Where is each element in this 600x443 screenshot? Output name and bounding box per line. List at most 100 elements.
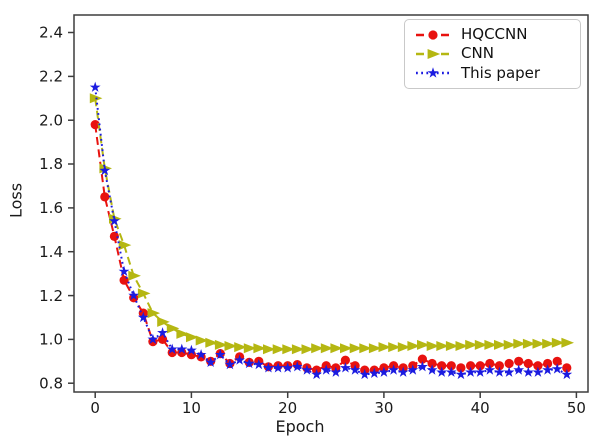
- circle-marker-icon: [543, 358, 553, 369]
- triangle-right-marker-icon: [484, 339, 497, 350]
- star-marker-icon: [291, 361, 303, 372]
- circle-marker-icon: [562, 363, 572, 373]
- x-tick-label: 40: [471, 399, 490, 417]
- triangle-right-marker-icon: [272, 344, 286, 355]
- star-marker-icon: [551, 363, 563, 374]
- y-tick-label: 1.8: [39, 155, 63, 173]
- star-marker-icon: [427, 67, 439, 78]
- star-marker-icon: [176, 343, 188, 354]
- triangle-right-marker-icon: [561, 337, 574, 348]
- star-marker-icon: [147, 333, 159, 344]
- triangle-right-marker-icon: [195, 335, 209, 346]
- star-marker-icon: [532, 366, 544, 377]
- circle-marker-icon: [427, 358, 437, 369]
- legend-item-this-paper: This paper: [414, 63, 572, 82]
- triangle-right-marker-icon: [186, 332, 199, 343]
- triangle-right-marker-icon: [551, 337, 565, 348]
- x-tick-label: 10: [182, 399, 201, 417]
- triangle-right-marker-icon: [436, 341, 449, 351]
- star-marker-icon: [282, 362, 294, 373]
- triangle-right-marker-icon: [301, 344, 315, 355]
- circle-marker-icon: [437, 361, 447, 371]
- circle-marker-icon: [109, 231, 119, 241]
- star-marker-icon: [397, 366, 409, 377]
- star-marker-icon: [272, 362, 284, 373]
- star-marker-icon: [368, 367, 380, 378]
- legend-sample-this-paper: [416, 67, 450, 78]
- triangle-right-marker-icon: [455, 341, 469, 351]
- series-hqccnn: [90, 120, 572, 375]
- triangle-right-marker-icon: [494, 339, 507, 350]
- circle-marker-icon: [514, 356, 524, 366]
- triangle-right-marker-icon: [378, 342, 392, 353]
- x-tick-label: 20: [278, 399, 297, 417]
- star-marker-icon: [513, 364, 525, 375]
- star-marker-icon: [561, 368, 573, 380]
- star-marker-icon: [109, 215, 120, 226]
- star-marker-icon: [137, 311, 149, 323]
- triangle-right-marker-icon: [407, 341, 420, 351]
- star-marker-icon: [301, 364, 313, 375]
- x-tick-label: 0: [90, 399, 100, 417]
- circle-marker-icon: [340, 355, 350, 365]
- triangle-right-marker-icon: [291, 344, 305, 355]
- triangle-right-marker-icon: [147, 308, 161, 319]
- x-tick-label: 50: [567, 399, 586, 417]
- legend-sample-cnn: [416, 48, 450, 59]
- circle-marker-icon: [494, 361, 504, 371]
- star-marker-icon: [494, 366, 505, 377]
- y-tick-label: 1.4: [39, 243, 63, 261]
- circle-marker-icon: [533, 361, 543, 371]
- series-line: [94, 124, 568, 372]
- series-line: [94, 98, 567, 351]
- series-this-paper: [89, 81, 573, 380]
- star-marker-icon: [311, 368, 322, 380]
- circle-marker-icon: [158, 334, 168, 344]
- y-tick-label: 1.2: [39, 287, 63, 305]
- triangle-right-marker-icon: [243, 343, 257, 354]
- star-marker-icon: [484, 364, 496, 375]
- triangle-right-marker-icon: [397, 342, 411, 353]
- star-marker-icon: [426, 364, 438, 375]
- triangle-right-marker-icon: [224, 341, 238, 351]
- y-tick-label: 2.4: [39, 24, 63, 42]
- circle-marker-icon: [167, 347, 177, 358]
- triangle-right-marker-icon: [445, 341, 459, 351]
- triangle-right-marker-icon: [166, 323, 180, 334]
- triangle-right-marker-icon: [128, 270, 141, 281]
- star-marker-icon: [465, 366, 476, 377]
- triangle-right-marker-icon: [532, 338, 546, 349]
- circle-marker-icon: [475, 361, 485, 371]
- star-marker-icon: [455, 368, 467, 380]
- x-axis-label: Epoch: [275, 417, 325, 436]
- circle-marker-icon: [100, 192, 110, 202]
- x-tick-label: 30: [374, 399, 393, 417]
- circle-marker-icon: [446, 361, 456, 371]
- star-marker-icon: [243, 357, 255, 369]
- legend-label-this-paper: This paper: [461, 63, 541, 82]
- triangle-right-marker-icon: [474, 339, 488, 350]
- circle-marker-icon: [552, 356, 562, 366]
- triangle-right-marker-icon: [542, 338, 555, 349]
- triangle-right-marker-icon: [388, 342, 401, 353]
- star-marker-icon: [359, 368, 371, 380]
- star-marker-icon: [388, 364, 399, 375]
- star-marker-icon: [436, 366, 448, 377]
- triangle-right-marker-icon: [214, 339, 228, 350]
- star-marker-icon: [186, 344, 197, 355]
- star-marker-icon: [118, 265, 130, 277]
- star-marker-icon: [195, 349, 207, 360]
- star-marker-icon: [522, 366, 534, 377]
- star-marker-icon: [349, 364, 361, 375]
- star-marker-icon: [474, 366, 486, 377]
- star-marker-icon: [407, 364, 419, 375]
- y-tick-label: 1.0: [39, 331, 63, 349]
- star-marker-icon: [320, 364, 332, 375]
- triangle-right-marker-icon: [330, 343, 343, 354]
- triangle-right-marker-icon: [263, 344, 276, 355]
- star-marker-icon: [253, 358, 265, 370]
- triangle-right-marker-icon: [465, 339, 478, 350]
- triangle-right-marker-icon: [282, 344, 295, 355]
- star-marker-icon: [89, 81, 101, 92]
